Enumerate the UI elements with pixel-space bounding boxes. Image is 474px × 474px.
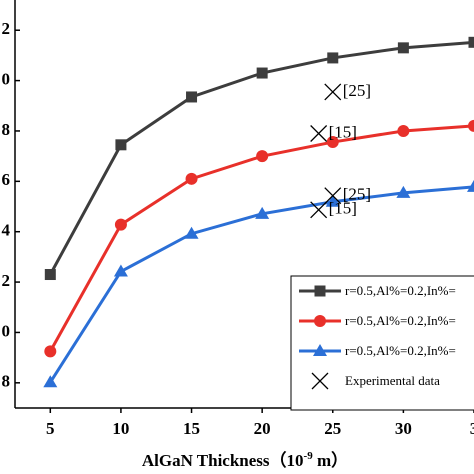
marker xyxy=(313,344,327,356)
x-tick-label: 30 xyxy=(395,419,412,438)
marker xyxy=(327,52,339,64)
marker xyxy=(44,269,56,281)
x-tick-label: 25 xyxy=(324,419,341,438)
legend-label: r=0.5,Al%=0.2,In%= xyxy=(345,283,456,298)
experimental-point xyxy=(324,187,342,205)
legend-marker xyxy=(311,372,329,390)
experimental-label: [25] xyxy=(343,185,371,204)
experimental-point xyxy=(324,83,342,101)
y-tick-label: 2 xyxy=(2,19,11,38)
marker xyxy=(397,124,410,137)
marker xyxy=(255,206,270,219)
marker xyxy=(113,264,128,277)
y-tick-label: 4 xyxy=(2,221,11,240)
marker xyxy=(397,42,409,54)
legend-box xyxy=(290,275,474,411)
experimental-label: [15] xyxy=(329,122,357,141)
y-tick-label: 6 xyxy=(2,170,11,189)
marker xyxy=(43,375,58,388)
experimental-label: [15] xyxy=(329,199,357,218)
x-axis-label: AlGaN Thickness（10-9 m） xyxy=(142,450,348,470)
marker xyxy=(184,226,199,239)
marker xyxy=(114,218,127,231)
legend-label: r=0.5,Al%=0.2,In%= xyxy=(345,343,456,358)
marker xyxy=(115,139,127,151)
y-tick-label: 2 xyxy=(2,271,11,290)
x-tick-label: 10 xyxy=(112,419,129,438)
marker xyxy=(256,150,269,163)
marker xyxy=(325,194,340,207)
y-tick-label: 8 xyxy=(2,120,11,139)
marker xyxy=(314,315,326,327)
experimental-label: [25] xyxy=(343,81,371,100)
marker xyxy=(314,285,326,297)
marker xyxy=(326,136,339,149)
x-label-sup: -9 xyxy=(304,450,314,462)
y-tick-label: 8 xyxy=(2,372,11,391)
y-tick-label: 0 xyxy=(2,321,11,340)
legend-label: Experimental data xyxy=(345,373,440,388)
x-tick-label: 15 xyxy=(183,419,200,438)
marker xyxy=(468,119,474,132)
marker xyxy=(467,179,474,192)
legend-label: r=0.5,Al%=0.2,In%= xyxy=(345,313,456,328)
marker xyxy=(44,345,57,358)
y-tick-label: 0 xyxy=(2,69,11,88)
marker xyxy=(185,172,198,185)
experimental-point xyxy=(310,201,328,219)
marker xyxy=(186,91,198,103)
marker xyxy=(396,185,411,198)
x-label-part: AlGaN Thickness（10 xyxy=(142,450,304,470)
x-tick-label: 5 xyxy=(46,419,55,438)
marker xyxy=(256,67,268,79)
marker xyxy=(468,36,474,48)
x-label-part: m） xyxy=(313,450,348,470)
x-tick-label: 20 xyxy=(254,419,271,438)
experimental-point xyxy=(310,125,328,142)
x-tick-label: 3 xyxy=(470,419,474,438)
